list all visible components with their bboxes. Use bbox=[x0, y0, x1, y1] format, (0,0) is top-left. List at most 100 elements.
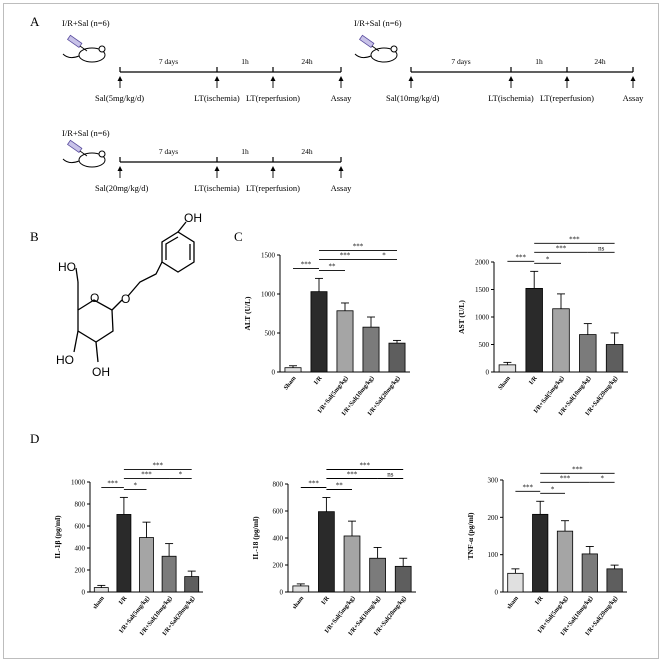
significance-label: *** bbox=[556, 244, 567, 252]
significance-label: *** bbox=[301, 260, 312, 268]
benzene-ring bbox=[161, 231, 195, 273]
y-tick-label: 0 bbox=[486, 369, 490, 377]
y-tick-label: 400 bbox=[273, 535, 284, 543]
bond bbox=[177, 221, 187, 233]
atom-label: O bbox=[90, 291, 99, 305]
timeline-group-label: I/R+Sal (n=6) bbox=[354, 18, 402, 28]
figure-frame bbox=[3, 3, 659, 659]
timeline-group-label: I/R+Sal (n=6) bbox=[62, 18, 110, 28]
significance-label: * bbox=[546, 255, 550, 263]
bar bbox=[525, 287, 543, 373]
assay-label: Assay bbox=[331, 183, 353, 193]
mouse-syringe-icon bbox=[62, 34, 106, 63]
bar bbox=[93, 587, 109, 593]
timeline-2: I/R+Sal (n=6) 7 days 1h 24h Sal(10mg/kg/d) LT… bbox=[354, 18, 644, 103]
assay-label: Assay bbox=[331, 93, 353, 103]
arrow-head bbox=[214, 166, 220, 171]
arrow-head bbox=[630, 76, 636, 81]
significance-label: * bbox=[133, 481, 137, 489]
y-tick-label: 200 bbox=[75, 567, 86, 575]
y-tick-label: 0 bbox=[495, 589, 499, 597]
y-tick-label: 200 bbox=[273, 562, 284, 570]
significance-label: *** bbox=[347, 471, 358, 479]
aromatic-bond bbox=[165, 236, 179, 260]
significance-label: ns bbox=[387, 471, 394, 479]
bar bbox=[606, 568, 623, 593]
significance-label: ns bbox=[598, 244, 605, 252]
significance-label: * bbox=[600, 474, 604, 482]
period-label: 1h bbox=[535, 57, 543, 66]
period-label: 7 days bbox=[451, 57, 470, 66]
period-label: 7 days bbox=[159, 57, 178, 66]
assay-label: Assay bbox=[623, 93, 645, 103]
ethyl-linker bbox=[127, 261, 163, 297]
panel-label-a: A bbox=[30, 14, 40, 29]
period-label: 7 days bbox=[159, 147, 178, 156]
significance-label: *** bbox=[560, 474, 571, 482]
mouse-syringe-icon bbox=[354, 34, 398, 63]
ischemia-label: LT(ischemia) bbox=[488, 93, 534, 103]
atom-label: OH bbox=[184, 211, 202, 225]
significance-label: *** bbox=[360, 462, 371, 470]
bar bbox=[552, 308, 570, 373]
category-label: sham bbox=[506, 594, 521, 610]
atom-label: HO bbox=[58, 260, 76, 274]
arrow-head bbox=[117, 166, 123, 171]
y-tick-label: 500 bbox=[265, 330, 276, 338]
y-tick-label: 800 bbox=[75, 501, 86, 509]
y-tick-label: 100 bbox=[488, 551, 499, 559]
bar bbox=[394, 565, 412, 593]
y-tick-label: 500 bbox=[479, 341, 490, 349]
bar bbox=[369, 557, 386, 593]
reperfusion-label: LT(reperfusion) bbox=[540, 93, 594, 103]
y-axis-label: IL-18 (pg/ml) bbox=[251, 516, 260, 560]
arrow-head bbox=[408, 76, 414, 81]
y-tick-label: 0 bbox=[272, 369, 276, 377]
bar bbox=[336, 310, 354, 373]
arrow-head bbox=[117, 76, 123, 81]
arrow-head bbox=[564, 76, 570, 81]
significance-label: *** bbox=[153, 461, 164, 469]
bar bbox=[362, 326, 380, 373]
significance-label: *** bbox=[572, 465, 583, 473]
bar bbox=[284, 367, 302, 373]
bar bbox=[310, 291, 328, 373]
y-axis-label: AST (U/L) bbox=[457, 300, 466, 334]
y-tick-label: 800 bbox=[273, 481, 284, 489]
atom-label: HO bbox=[56, 353, 74, 367]
significance-label: * bbox=[179, 470, 183, 478]
bar bbox=[161, 555, 177, 593]
significance-label: *** bbox=[569, 235, 580, 243]
y-axis-label: ALT (U/L) bbox=[243, 296, 252, 330]
category-label: Sham bbox=[497, 374, 512, 391]
category-label: I/R bbox=[118, 595, 129, 607]
significance-label: *** bbox=[141, 470, 152, 478]
protocol-timelines: I/R+Sal (n=6) 7 days 1h 24h Sal(5mg/kg/d) LT(… bbox=[62, 18, 644, 193]
panel-label-b: B bbox=[30, 229, 39, 244]
y-tick-label: 1500 bbox=[475, 286, 490, 294]
bar bbox=[139, 537, 154, 593]
category-label: I/R bbox=[320, 595, 331, 607]
atom-label: O bbox=[121, 292, 130, 306]
pyranose-ring bbox=[77, 299, 114, 343]
bar bbox=[498, 364, 517, 373]
y-tick-label: 1000 bbox=[71, 479, 86, 487]
arrow-head bbox=[270, 76, 276, 81]
panel-label-c: C bbox=[234, 229, 243, 244]
y-axis-label: TNF-α (pg/ml) bbox=[466, 512, 475, 559]
bond bbox=[75, 267, 79, 283]
mouse-syringe-icon bbox=[62, 139, 106, 168]
bond bbox=[111, 299, 123, 311]
y-tick-label: 600 bbox=[273, 508, 284, 516]
significance-label: ** bbox=[336, 482, 344, 490]
y-tick-label: 1000 bbox=[261, 291, 276, 299]
y-tick-label: 0 bbox=[82, 589, 86, 597]
bar bbox=[532, 513, 549, 593]
reperfusion-label: LT(reperfusion) bbox=[246, 183, 300, 193]
significance-label: * bbox=[382, 251, 386, 259]
bar bbox=[318, 511, 335, 593]
